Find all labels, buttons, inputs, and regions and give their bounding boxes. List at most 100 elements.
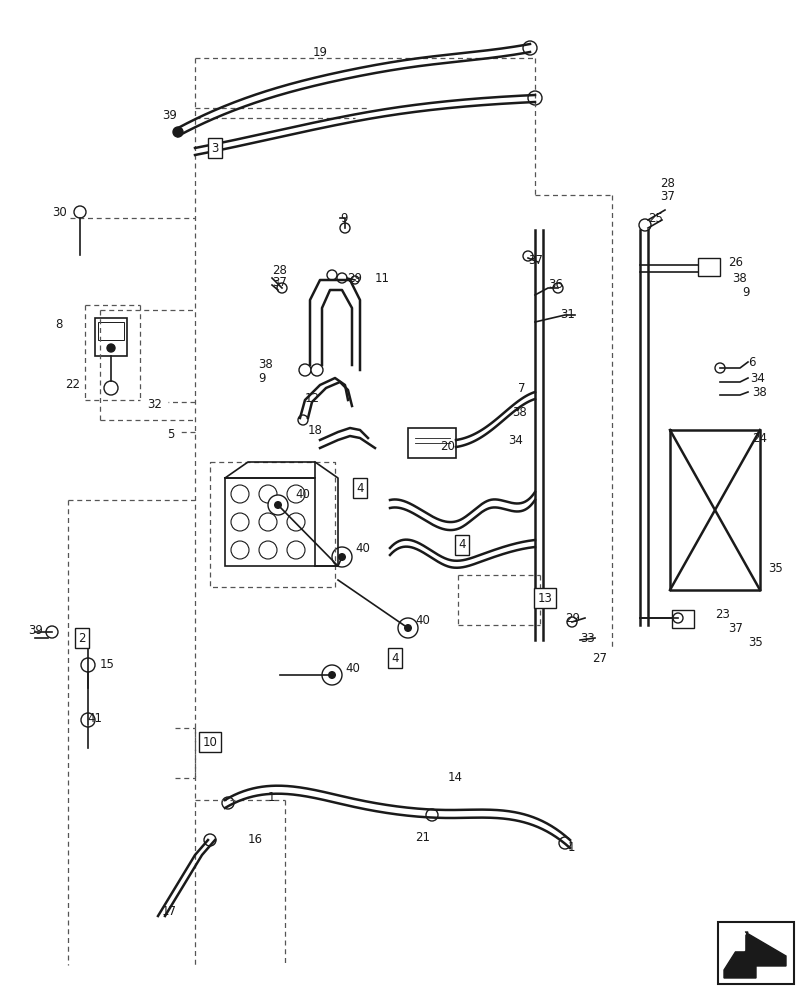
Circle shape	[322, 665, 341, 685]
Circle shape	[638, 219, 650, 231]
Bar	[95, 318, 127, 356]
Text: 38: 38	[512, 406, 526, 418]
Text: 1: 1	[268, 791, 275, 804]
Text: 24: 24	[751, 432, 766, 444]
Text: 4: 4	[457, 538, 466, 552]
Text: 38: 38	[731, 271, 746, 284]
Text: 32: 32	[147, 398, 161, 412]
Text: 21: 21	[414, 831, 430, 844]
Circle shape	[286, 541, 305, 559]
Text: 38: 38	[751, 385, 766, 398]
Text: 8: 8	[55, 318, 62, 332]
Circle shape	[173, 127, 182, 137]
Circle shape	[46, 626, 58, 638]
Text: 40: 40	[294, 488, 310, 502]
Text: 35: 35	[747, 636, 762, 648]
Text: 33: 33	[579, 632, 594, 645]
Text: 34: 34	[749, 371, 764, 384]
Bar	[407, 428, 456, 458]
Text: 26: 26	[727, 255, 742, 268]
Text: 28: 28	[659, 177, 674, 190]
Circle shape	[337, 273, 346, 283]
Text: 5: 5	[167, 428, 174, 442]
Text: 29: 29	[564, 611, 579, 624]
Circle shape	[328, 671, 336, 679]
Circle shape	[107, 344, 115, 352]
Text: 37: 37	[272, 276, 286, 290]
Text: 28: 28	[272, 263, 286, 276]
Circle shape	[204, 834, 216, 846]
Circle shape	[259, 541, 277, 559]
Text: 19: 19	[312, 46, 328, 59]
Text: 10: 10	[202, 736, 217, 748]
Text: 14: 14	[448, 771, 462, 784]
Circle shape	[714, 363, 724, 373]
Text: 37: 37	[727, 621, 742, 635]
Text: 38: 38	[258, 359, 272, 371]
Circle shape	[672, 613, 682, 623]
Circle shape	[286, 485, 305, 503]
Text: 2: 2	[78, 632, 86, 645]
Text: 20: 20	[440, 440, 454, 454]
Text: 41: 41	[87, 712, 102, 724]
Text: 36: 36	[547, 278, 562, 292]
Circle shape	[552, 283, 562, 293]
Text: 3: 3	[211, 142, 218, 155]
Circle shape	[337, 553, 345, 561]
Text: 39: 39	[28, 624, 43, 637]
Text: 9: 9	[340, 212, 347, 225]
Bar	[225, 478, 315, 566]
Circle shape	[286, 513, 305, 531]
Circle shape	[566, 617, 577, 627]
Circle shape	[259, 513, 277, 531]
Circle shape	[404, 624, 411, 632]
Circle shape	[527, 91, 541, 105]
Circle shape	[311, 364, 323, 376]
Text: 16: 16	[247, 833, 263, 846]
Circle shape	[558, 837, 570, 849]
Text: 23: 23	[714, 608, 729, 621]
Text: 29: 29	[346, 271, 362, 284]
Circle shape	[230, 485, 249, 503]
Circle shape	[426, 809, 437, 821]
Text: 40: 40	[414, 613, 429, 626]
Text: 11: 11	[375, 271, 389, 284]
Circle shape	[81, 658, 95, 672]
Circle shape	[350, 276, 358, 284]
Bar	[717, 922, 793, 984]
Circle shape	[104, 381, 118, 395]
Text: 34: 34	[508, 434, 522, 446]
Circle shape	[340, 223, 350, 233]
Text: 1: 1	[568, 841, 575, 854]
Circle shape	[230, 513, 249, 531]
Circle shape	[221, 797, 234, 809]
Bar	[697, 258, 719, 276]
Text: 40: 40	[345, 662, 359, 674]
Text: 13: 13	[537, 591, 551, 604]
Circle shape	[277, 283, 286, 293]
Circle shape	[268, 495, 288, 515]
Circle shape	[74, 206, 86, 218]
Text: 18: 18	[307, 424, 323, 436]
Circle shape	[298, 364, 311, 376]
Polygon shape	[723, 932, 743, 950]
Text: 6: 6	[747, 356, 754, 368]
Text: 40: 40	[354, 542, 370, 554]
Text: 31: 31	[560, 308, 574, 322]
Text: 39: 39	[162, 109, 177, 122]
Bar	[672, 610, 693, 628]
Text: 15: 15	[100, 658, 114, 672]
Circle shape	[522, 251, 532, 261]
Text: 35: 35	[767, 562, 782, 574]
Circle shape	[332, 547, 351, 567]
Circle shape	[397, 618, 418, 638]
Circle shape	[522, 41, 536, 55]
Circle shape	[81, 713, 95, 727]
Bar	[98, 322, 124, 340]
Text: 27: 27	[591, 652, 607, 664]
Text: 12: 12	[305, 391, 320, 404]
Polygon shape	[723, 932, 785, 978]
Circle shape	[230, 541, 249, 559]
Text: 17: 17	[162, 905, 177, 918]
Text: 30: 30	[52, 207, 67, 220]
